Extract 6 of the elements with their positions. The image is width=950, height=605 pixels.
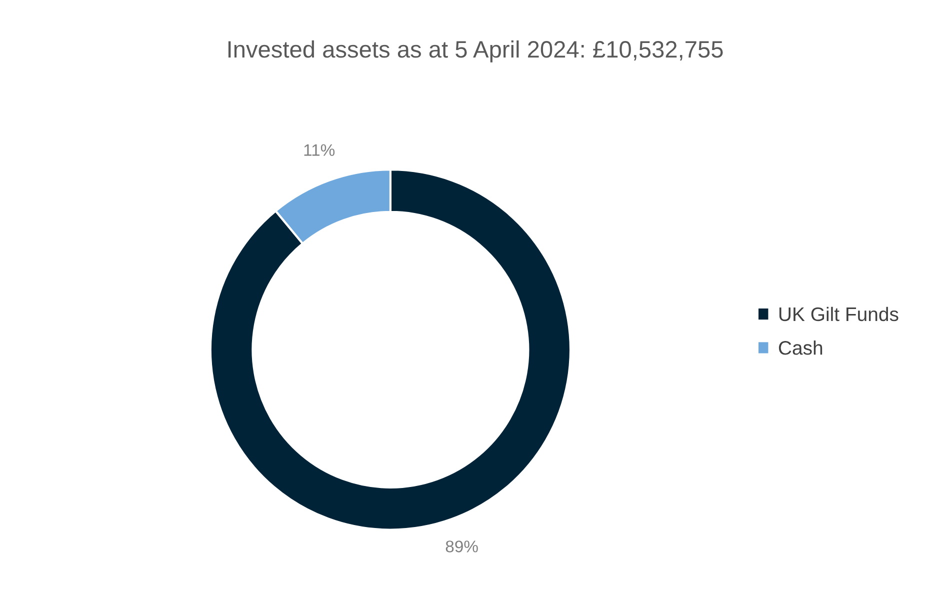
- donut-slice: [209, 168, 572, 531]
- data-label: 89%: [446, 540, 478, 552]
- data-label: 11%: [304, 144, 335, 156]
- legend-label: UK Gilt Funds: [779, 306, 898, 322]
- chart-title: Invested assets as at 5 April 2024: £10,532,755: [228, 40, 723, 62]
- legend-label: Cash: [778, 340, 822, 355]
